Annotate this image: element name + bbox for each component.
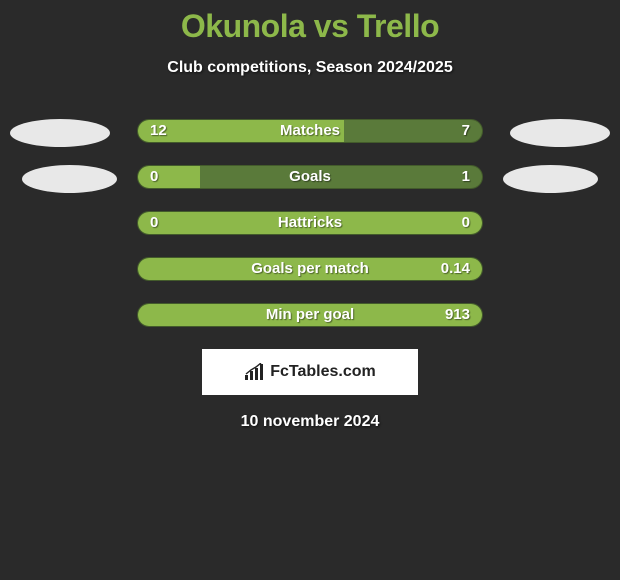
- stat-bar: Goals per match0.14: [137, 257, 483, 281]
- logo-box: FcTables.com: [202, 349, 418, 395]
- chart-icon: [244, 363, 266, 381]
- subtitle: Club competitions, Season 2024/2025: [0, 59, 620, 77]
- avatar-placeholder-left-1: [10, 119, 110, 147]
- logo-text: FcTables.com: [270, 363, 376, 381]
- stat-label: Min per goal: [138, 304, 482, 326]
- stat-value-right: 1: [462, 166, 470, 188]
- stat-value-right: 913: [445, 304, 470, 326]
- stats-area: 12Matches70Goals10Hattricks0Goals per ma…: [0, 119, 620, 327]
- title-player1: Okunola: [181, 8, 306, 44]
- title-player2: Trello: [357, 8, 439, 44]
- stat-bars: 12Matches70Goals10Hattricks0Goals per ma…: [0, 119, 620, 327]
- title-vs: vs: [314, 8, 349, 44]
- avatar-placeholder-right-2: [503, 165, 598, 193]
- stat-value-right: 0.14: [441, 258, 470, 280]
- comparison-infographic: Okunola vs Trello Club competitions, Sea…: [0, 0, 620, 431]
- stat-label: Goals: [138, 166, 482, 188]
- stat-bar: Min per goal913: [137, 303, 483, 327]
- page-title: Okunola vs Trello: [0, 8, 620, 45]
- stat-bar: 0Goals1: [137, 165, 483, 189]
- stat-label: Goals per match: [138, 258, 482, 280]
- stat-value-right: 0: [462, 212, 470, 234]
- date-label: 10 november 2024: [0, 413, 620, 431]
- stat-value-right: 7: [462, 120, 470, 142]
- stat-label: Hattricks: [138, 212, 482, 234]
- avatar-placeholder-right-1: [510, 119, 610, 147]
- avatar-placeholder-left-2: [22, 165, 117, 193]
- stat-bar: 12Matches7: [137, 119, 483, 143]
- stat-bar: 0Hattricks0: [137, 211, 483, 235]
- stat-label: Matches: [138, 120, 482, 142]
